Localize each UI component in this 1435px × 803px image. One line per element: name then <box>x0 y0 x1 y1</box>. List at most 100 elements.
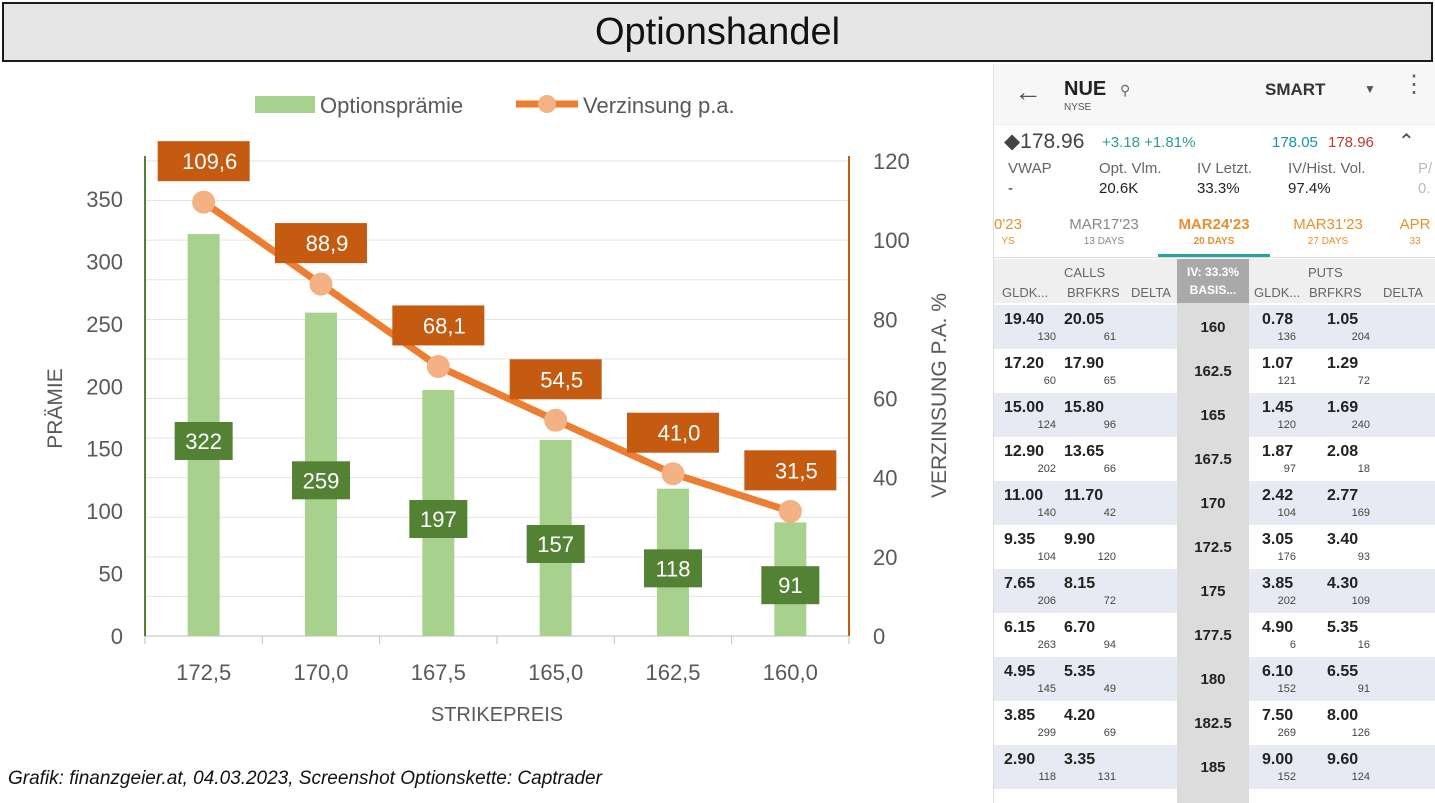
option-chain-row[interactable]: 2.90 3.35 118 131 185 9.00 9.60 152 124 <box>994 745 1435 789</box>
call-bid[interactable]: 2.90 <box>1004 751 1036 768</box>
put-ask[interactable]: 8.00 <box>1327 707 1359 724</box>
option-chain-row[interactable]: 6.15 6.70 263 94 177.5 4.90 5.35 6 16 <box>994 613 1435 657</box>
call-bid[interactable]: 6.15 <box>1004 619 1036 636</box>
strike-price[interactable]: 185 <box>1200 759 1226 776</box>
call-ask[interactable]: 9.90 <box>1064 531 1096 548</box>
call-bid[interactable]: 12.90 <box>1004 443 1045 460</box>
routing-select[interactable]: SMART <box>1265 80 1326 99</box>
search-icon[interactable]: ⚲ <box>1120 82 1131 98</box>
call-ask[interactable]: 6.70 <box>1064 619 1096 636</box>
call-bid-size: 124 <box>1037 419 1056 431</box>
tab-expiry[interactable]: MAR31'23 27 DAYS <box>1293 216 1363 247</box>
call-ask[interactable]: 20.05 <box>1064 311 1105 328</box>
call-bid[interactable]: 11.00 <box>1004 487 1044 504</box>
back-arrow-icon[interactable]: ← <box>1014 76 1042 107</box>
strike-column-header: IV: 33.3% BASIS... <box>1177 259 1249 303</box>
tab-expiry-selected[interactable]: MAR24'23 20 DAYS <box>1178 216 1250 247</box>
bar-data-label: 197 <box>420 507 457 532</box>
call-ask-size: 94 <box>1103 639 1116 651</box>
tab-expiry[interactable]: 0'23 YS <box>994 216 1022 247</box>
strike-price[interactable]: 172.5 <box>1194 539 1232 556</box>
strike-price[interactable]: 177.5 <box>1194 627 1232 644</box>
chevron-down-icon[interactable]: ▼ <box>1364 82 1376 96</box>
call-ask[interactable]: 13.65 <box>1064 443 1105 460</box>
column-header[interactable]: BRFKRS <box>1067 285 1120 300</box>
put-ask[interactable]: 6.55 <box>1327 663 1359 680</box>
basis-label[interactable]: BASIS... <box>1189 283 1237 297</box>
column-header[interactable]: GLDK... <box>1254 285 1301 300</box>
call-bid[interactable]: 19.40 <box>1004 311 1045 328</box>
line-label-box <box>509 359 602 400</box>
ticker-symbol[interactable]: NUE <box>1064 78 1107 100</box>
call-bid[interactable]: 9.35 <box>1004 531 1036 548</box>
option-chain-row[interactable]: 17.20 17.90 60 65 162.5 1.07 1.29 121 72 <box>994 349 1435 393</box>
collapse-icon[interactable]: ⌃ <box>1398 131 1415 153</box>
put-ask[interactable]: 1.29 <box>1327 355 1359 372</box>
call-ask-size: 49 <box>1103 683 1116 695</box>
bar-label-box <box>292 461 350 500</box>
strike-price[interactable]: 160 <box>1200 319 1226 336</box>
put-ask[interactable]: 5.35 <box>1327 619 1359 636</box>
strike-price[interactable]: 162.5 <box>1194 363 1232 380</box>
strike-price[interactable]: 167.5 <box>1194 451 1232 468</box>
put-bid[interactable]: 4.90 <box>1262 619 1294 636</box>
call-ask[interactable]: 5.35 <box>1064 663 1096 680</box>
put-ask[interactable]: 2.08 <box>1327 443 1359 460</box>
call-bid[interactable]: 3.85 <box>1004 707 1036 724</box>
strike-price[interactable]: 182.5 <box>1194 715 1232 732</box>
call-ask[interactable]: 11.70 <box>1064 487 1104 504</box>
option-chain-row[interactable]: 3.85 4.20 299 69 182.5 7.50 8.00 269 126 <box>994 701 1435 745</box>
x-tick-label: 167,5 <box>411 660 466 685</box>
put-ask[interactable]: 2.77 <box>1327 487 1359 504</box>
call-ask[interactable]: 17.90 <box>1064 355 1105 372</box>
call-ask-size: 69 <box>1103 727 1116 739</box>
column-header[interactable]: GLDK... <box>1002 285 1049 300</box>
put-bid[interactable]: 3.85 <box>1262 575 1294 592</box>
put-bid[interactable]: 7.50 <box>1262 707 1294 724</box>
put-bid[interactable]: 1.07 <box>1262 355 1294 372</box>
call-ask[interactable]: 8.15 <box>1064 575 1096 592</box>
tab-expiry[interactable]: MAR17'23 13 DAYS <box>1069 216 1139 247</box>
put-bid[interactable]: 3.05 <box>1262 531 1294 548</box>
column-header[interactable]: DELTA <box>1131 285 1171 300</box>
put-ask[interactable]: 1.69 <box>1327 399 1359 416</box>
put-bid[interactable]: 0.78 <box>1262 311 1294 328</box>
put-bid[interactable]: 6.10 <box>1262 663 1294 680</box>
option-chain-row[interactable]: 15.00 15.80 124 96 165 1.45 1.69 120 240 <box>994 393 1435 437</box>
put-ask[interactable]: 9.60 <box>1327 751 1359 768</box>
option-chain-row[interactable]: 4.95 5.35 145 49 180 6.10 6.55 152 91 <box>994 657 1435 701</box>
put-ask[interactable]: 1.05 <box>1327 311 1359 328</box>
call-bid[interactable]: 7.65 <box>1004 575 1036 592</box>
option-chain-row[interactable]: 7.65 8.15 206 72 175 3.85 4.30 202 109 <box>994 569 1435 613</box>
column-header[interactable]: BRFKRS <box>1309 285 1362 300</box>
call-bid[interactable]: 4.95 <box>1004 663 1036 680</box>
line-marker <box>192 190 216 214</box>
call-ask[interactable]: 4.20 <box>1064 707 1096 724</box>
option-chain-row[interactable]: 12.90 13.65 202 66 167.5 1.87 2.08 97 18 <box>994 437 1435 481</box>
put-ask-size: 16 <box>1357 639 1370 651</box>
option-chain-row[interactable]: 19.40 20.05 130 61 160 0.78 1.05 136 204 <box>994 305 1435 349</box>
put-bid[interactable]: 9.00 <box>1262 751 1294 768</box>
call-bid-size: 202 <box>1037 463 1056 475</box>
call-bid[interactable]: 15.00 <box>1004 399 1045 416</box>
line-marker <box>309 272 333 296</box>
put-bid[interactable]: 1.45 <box>1262 399 1294 416</box>
put-bid[interactable]: 1.87 <box>1262 443 1294 460</box>
column-header[interactable]: DELTA <box>1383 285 1423 300</box>
strike-price[interactable]: 170 <box>1200 495 1226 512</box>
put-ask[interactable]: 3.40 <box>1327 531 1359 548</box>
put-ask[interactable]: 4.30 <box>1327 575 1359 592</box>
call-ask[interactable]: 15.80 <box>1064 399 1105 416</box>
call-ask[interactable]: 3.35 <box>1064 751 1096 768</box>
bar-data-label: 118 <box>655 556 690 581</box>
tab-expiry[interactable]: APR 33 <box>1399 216 1431 247</box>
option-chain-row[interactable]: 11.00 11.70 140 42 170 2.42 2.77 104 169 <box>994 481 1435 525</box>
put-bid[interactable]: 2.42 <box>1262 487 1294 504</box>
strike-price[interactable]: 180 <box>1200 671 1226 688</box>
put-ask-size: 124 <box>1351 771 1370 783</box>
call-bid[interactable]: 17.20 <box>1004 355 1045 372</box>
more-menu-icon[interactable]: ⋮ <box>1402 71 1426 98</box>
option-chain-row[interactable]: 9.35 9.90 104 120 172.5 3.05 3.40 176 93 <box>994 525 1435 569</box>
strike-price[interactable]: 175 <box>1200 583 1226 600</box>
strike-price[interactable]: 165 <box>1200 407 1226 424</box>
